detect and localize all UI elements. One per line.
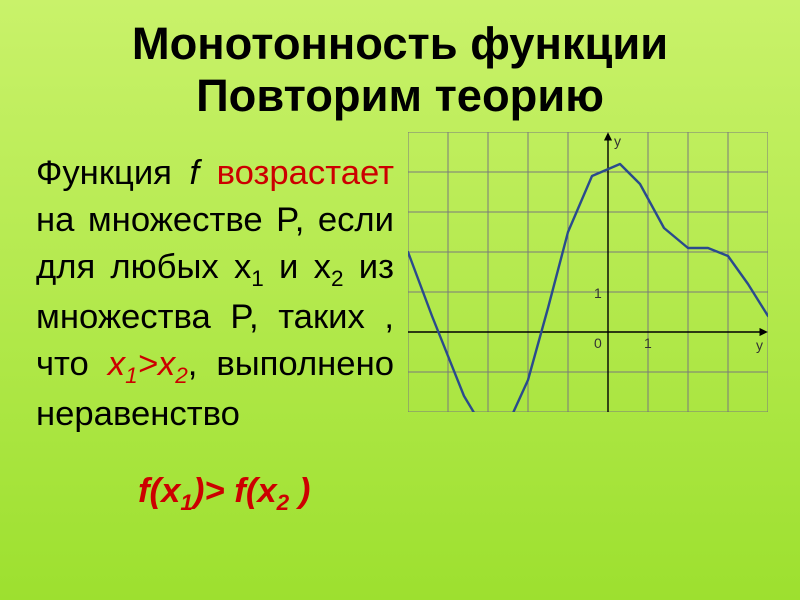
y-tick-1: 1 (594, 285, 602, 301)
definition-text: Функция f возрастает на множестве P, есл… (36, 150, 394, 438)
title-line-1: Монотонность функции (0, 18, 800, 70)
function-symbol: f (189, 154, 199, 192)
subscript: 1 (180, 490, 193, 515)
y-axis-label: у (614, 133, 621, 149)
origin-label: 0 (594, 335, 602, 351)
subscript: 2 (331, 266, 344, 291)
subscript: 2 (277, 490, 290, 515)
f-part: ) (289, 472, 310, 510)
f-part: f(x (138, 472, 180, 510)
increasing-word: возрастает (217, 154, 394, 192)
inequality-formula: f(x1)> f(x2 ) (138, 472, 310, 516)
subscript: 2 (175, 363, 188, 388)
text-part: и x (264, 248, 331, 286)
text-part (199, 154, 216, 192)
title-line-2: Повторим теорию (0, 70, 800, 122)
subscript: 1 (251, 266, 264, 291)
f-part: )> f(x (193, 472, 277, 510)
x-axis-label: у (756, 337, 763, 353)
x1: x (108, 345, 125, 383)
gt-x2: >x (138, 345, 176, 383)
title-block: Монотонность функции Повторим теорию (0, 18, 800, 122)
function-graph: у у 0 1 1 (408, 132, 768, 412)
subscript: 1 (125, 363, 138, 388)
x-tick-1: 1 (644, 335, 652, 351)
text-part: Функция (36, 154, 189, 192)
slide: Монотонность функции Повторим теорию Фун… (0, 0, 800, 600)
